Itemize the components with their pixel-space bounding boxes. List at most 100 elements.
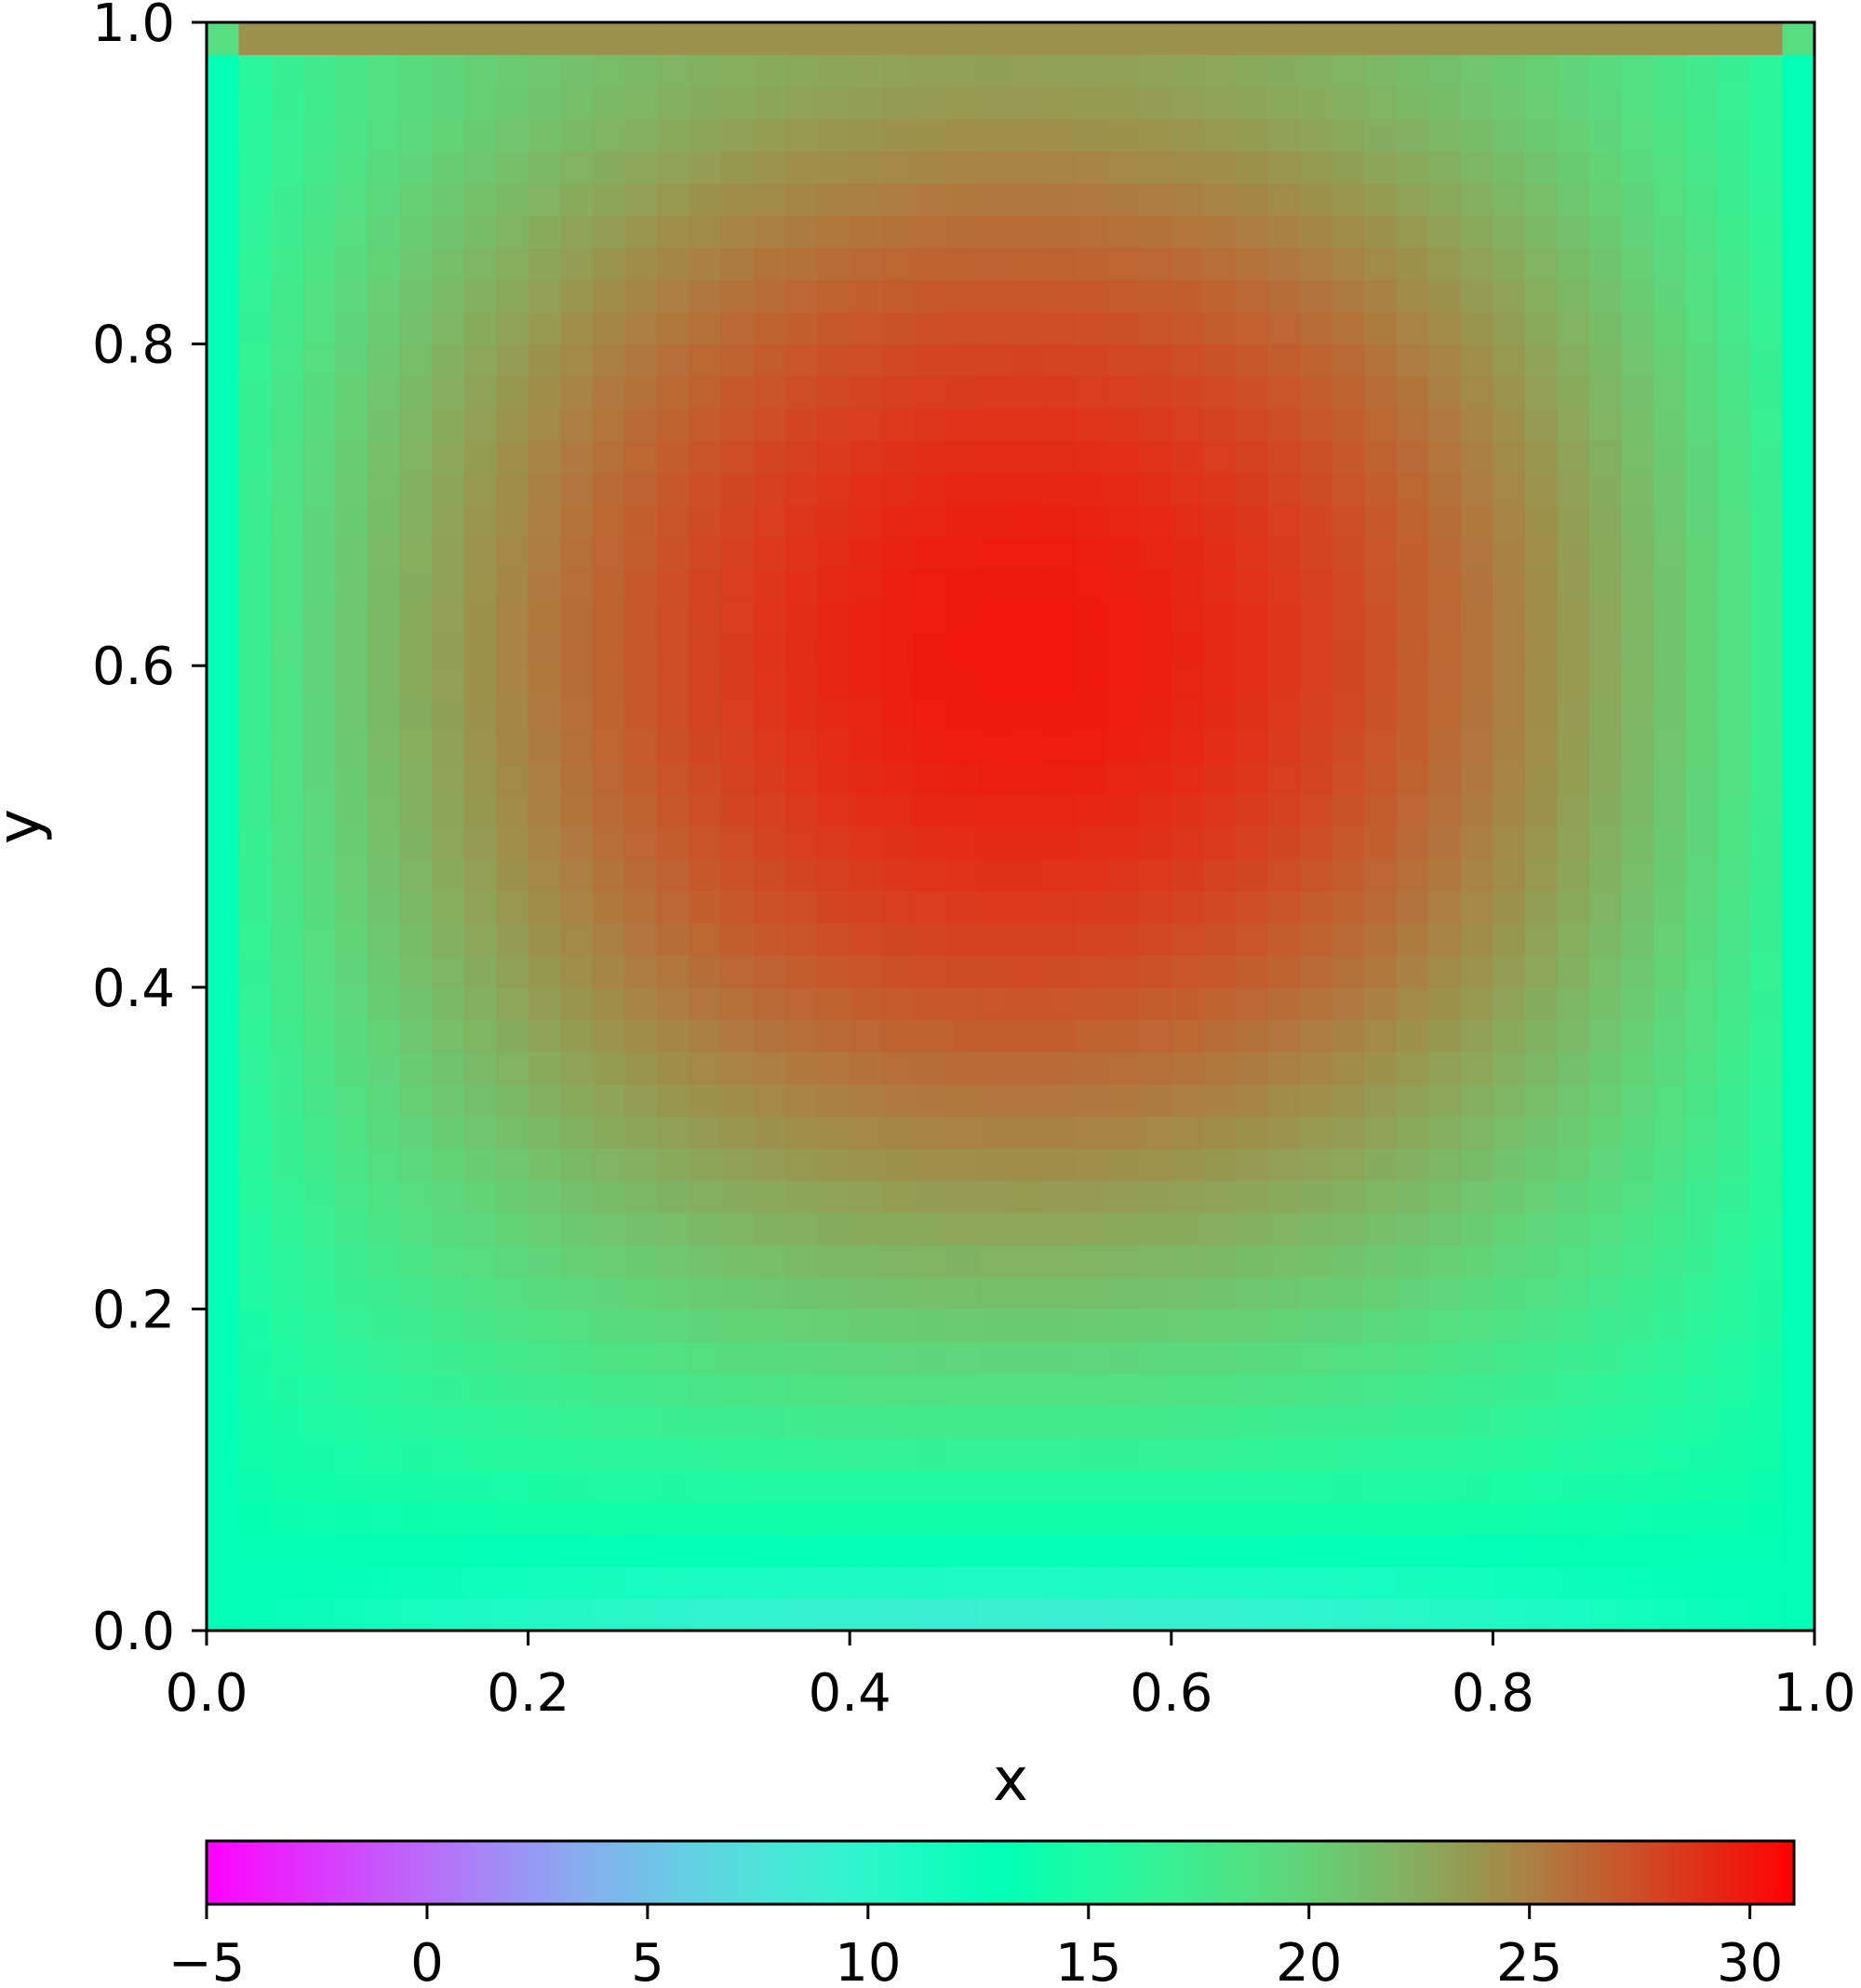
heatmap-cell [238,1212,272,1245]
heatmap-cell [817,1534,850,1567]
colorbar-tick-label: 10 [835,1933,901,1988]
heatmap-cell [914,151,947,184]
heatmap-cell [1396,312,1429,345]
heatmap-cell [496,569,529,602]
heatmap-cell [785,730,819,763]
heatmap-cell [302,1405,336,1439]
heatmap-cell [1589,1340,1623,1375]
heatmap-cell [399,182,433,216]
heatmap-cell [785,408,819,441]
heatmap-cell [1428,312,1462,345]
heatmap-cell [1364,891,1398,924]
heatmap-cell [207,1244,240,1278]
heatmap-cell [1749,1565,1784,1600]
heatmap-cell [978,1116,1011,1149]
heatmap-cell [1782,1437,1815,1471]
heatmap-cell [335,1598,368,1632]
heatmap-cell [1653,601,1687,635]
heatmap-cell [720,22,755,56]
heatmap-cell [1493,826,1526,860]
heatmap-cell [1171,376,1204,410]
heatmap-cell [1106,730,1140,763]
heatmap-cell [367,955,400,988]
heatmap-cell [463,504,497,538]
heatmap-cell [1364,1565,1398,1600]
heatmap-cell [1235,955,1269,988]
heatmap-cell [1718,1309,1751,1342]
heatmap-cell [1524,826,1559,860]
heatmap-cell [335,891,368,924]
heatmap-cell [1621,794,1654,827]
heatmap-cell [302,182,336,216]
heatmap-cell [1493,472,1526,505]
heatmap-cell [850,1437,883,1471]
heatmap-cell [1075,1309,1108,1342]
heatmap-cell [560,312,594,345]
heatmap-cell [463,633,497,666]
heatmap-cell [1749,955,1784,988]
heatmap-cell [271,504,304,538]
heatmap-cell [367,891,400,924]
heatmap-cell [592,1083,625,1117]
heatmap-cell [1589,118,1623,152]
heatmap-cell [463,1534,497,1567]
heatmap-cell [624,1598,658,1632]
heatmap-cell [689,1148,722,1181]
heatmap-cell [1396,1148,1429,1181]
heatmap-cell [850,601,883,635]
heatmap-cell [1364,858,1398,892]
heatmap-cell [1332,54,1365,87]
heatmap-cell [1235,761,1269,796]
heatmap-cell [1075,987,1108,1020]
heatmap-cell [367,826,400,860]
heatmap-cell [720,151,755,184]
heatmap-cell [945,1019,980,1053]
heatmap-cell [560,1083,594,1117]
heatmap-cell [1364,1373,1398,1406]
heatmap-cell [881,633,915,666]
heatmap-cell [720,1470,755,1503]
heatmap-cell [1685,1309,1719,1342]
heatmap-cell [1749,472,1784,505]
heatmap-cell [271,376,304,410]
heatmap-cell [1075,376,1108,410]
heatmap-cell [1235,1598,1269,1632]
heatmap-cell [978,1083,1011,1117]
heatmap-cell [1364,633,1398,666]
heatmap-cell [1493,504,1526,538]
heatmap-cell [1267,665,1301,699]
heatmap-cell [978,1019,1011,1053]
heatmap-cell [1139,858,1172,892]
heatmap-cell [1235,1470,1269,1503]
heatmap-cell [1106,955,1140,988]
heatmap-cell [302,1051,336,1085]
heatmap-cell [1171,312,1204,345]
heatmap-cell [1139,891,1172,924]
heatmap-cell [560,794,594,827]
heatmap-cell [335,1340,368,1375]
heatmap-cell [1428,247,1462,281]
heatmap-cell [945,1116,980,1149]
heatmap-cell [1332,376,1365,410]
heatmap-cell [1460,1405,1493,1439]
heatmap-cell [463,182,497,216]
heatmap-cell [560,279,594,313]
heatmap-cell [1171,601,1204,635]
heatmap-cell [560,955,594,988]
heatmap-cell [496,408,529,441]
heatmap-cell [624,1212,658,1245]
heatmap-cell [1300,472,1333,505]
heatmap-cell [335,730,368,763]
heatmap-cell [1332,408,1365,441]
heatmap-cell [850,1309,883,1342]
heatmap-cell [1139,569,1172,602]
heatmap-cell [1685,1470,1719,1503]
heatmap-cell [496,247,529,281]
heatmap-cell [881,312,915,345]
heatmap-cell [1557,247,1590,281]
heatmap-cell [978,1276,1011,1310]
colorbar-tick-label: −5 [168,1933,246,1988]
heatmap-cell [1493,1019,1526,1053]
heatmap-cell [914,22,947,56]
heatmap-cell [1782,569,1815,602]
